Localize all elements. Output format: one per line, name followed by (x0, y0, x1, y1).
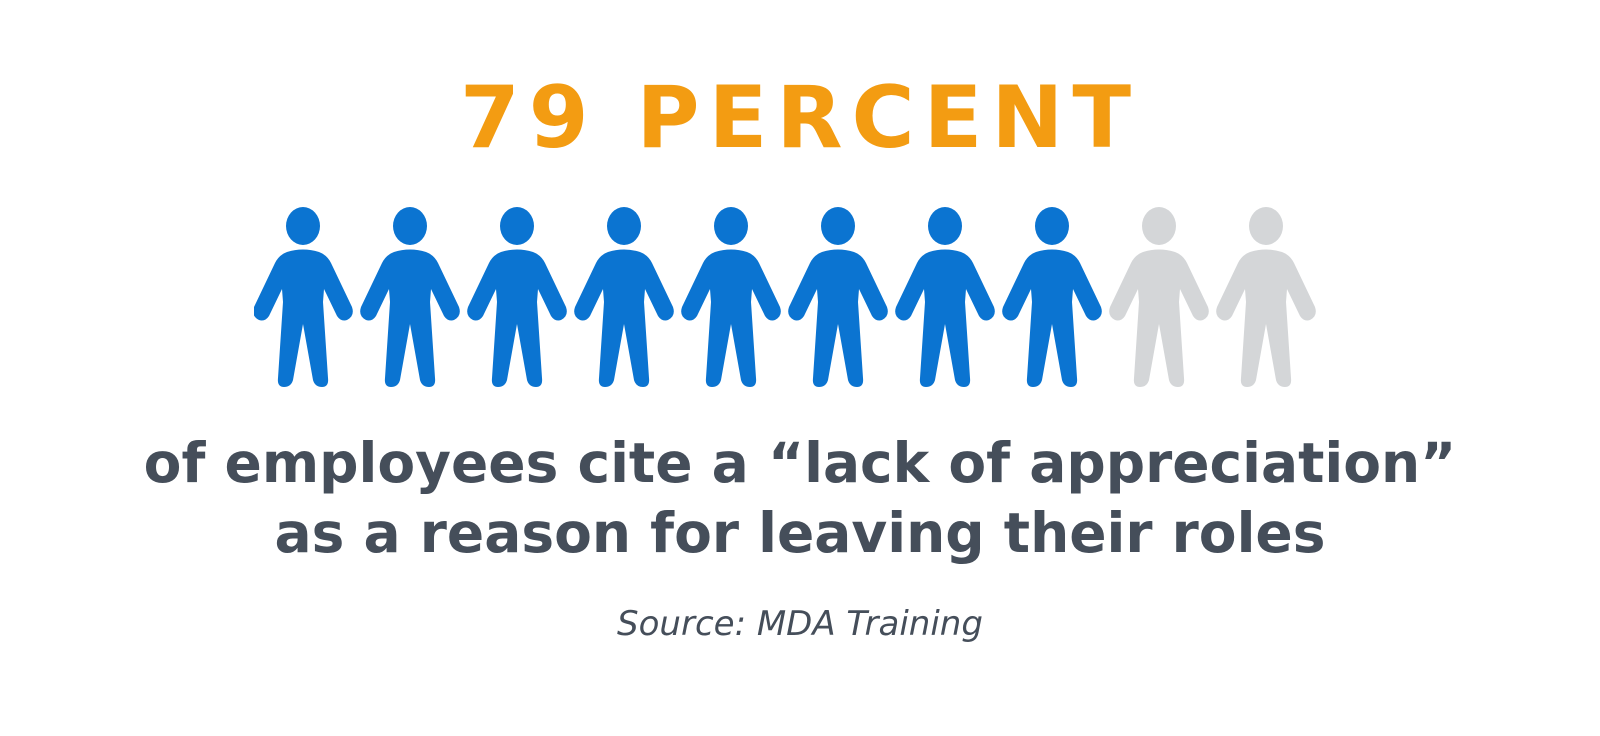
person-icon (254, 207, 353, 387)
person-icon (895, 207, 995, 387)
statement-line-1: of employees cite a “lack of appreciatio… (143, 431, 1457, 495)
person-icon (1216, 207, 1316, 387)
person-icon (574, 207, 674, 387)
person-icon (788, 207, 888, 387)
source-credit: Source: MDA Training (617, 604, 983, 644)
person-icon (1002, 207, 1102, 387)
person-icon (467, 207, 567, 387)
statement-line-2: as a reason for leaving their roles (274, 501, 1326, 565)
headline: 79 PERCENT (459, 68, 1141, 168)
person-icon (681, 207, 781, 387)
person-icon (1109, 207, 1209, 387)
people-icon-row (254, 206, 1354, 396)
person-icon (360, 207, 460, 387)
people-icons (254, 207, 1316, 387)
statement: of employees cite a “lack of appreciatio… (0, 428, 1600, 568)
